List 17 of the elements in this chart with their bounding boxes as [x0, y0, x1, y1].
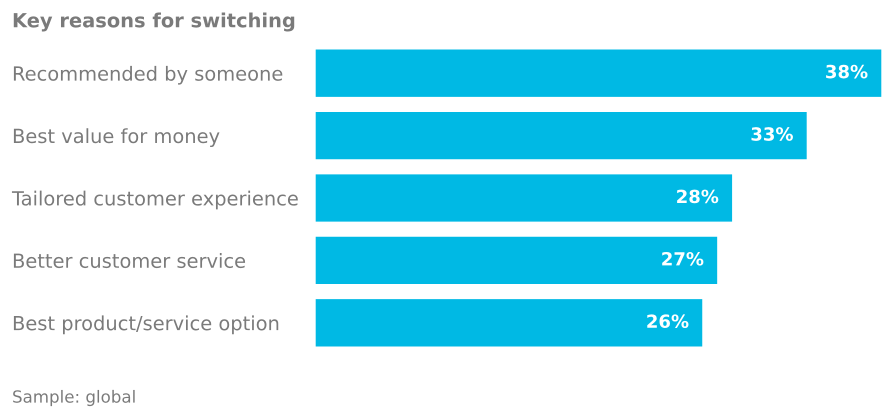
data-label: 26% — [647, 314, 688, 328]
data-label: 28% — [677, 190, 718, 204]
y-tick-label: Best value for money — [14, 128, 220, 148]
y-tick-label: Tailored customer experience — [12, 190, 298, 210]
y-tick-label: Recommended by someone — [14, 66, 282, 85]
bar — [315, 110, 808, 161]
y-tick-label: Best product/service option — [14, 315, 278, 334]
data-label: 33% — [751, 127, 793, 141]
data-label: 27% — [662, 252, 704, 266]
text: Sample: global — [13, 390, 135, 406]
bar — [315, 172, 734, 224]
bar — [315, 235, 719, 286]
y-tick-label: Better customer service — [14, 253, 246, 268]
data-label: 38% — [826, 64, 868, 78]
bar — [315, 298, 704, 348]
bar — [315, 48, 882, 98]
text: Key reasons for switching — [14, 12, 294, 32]
